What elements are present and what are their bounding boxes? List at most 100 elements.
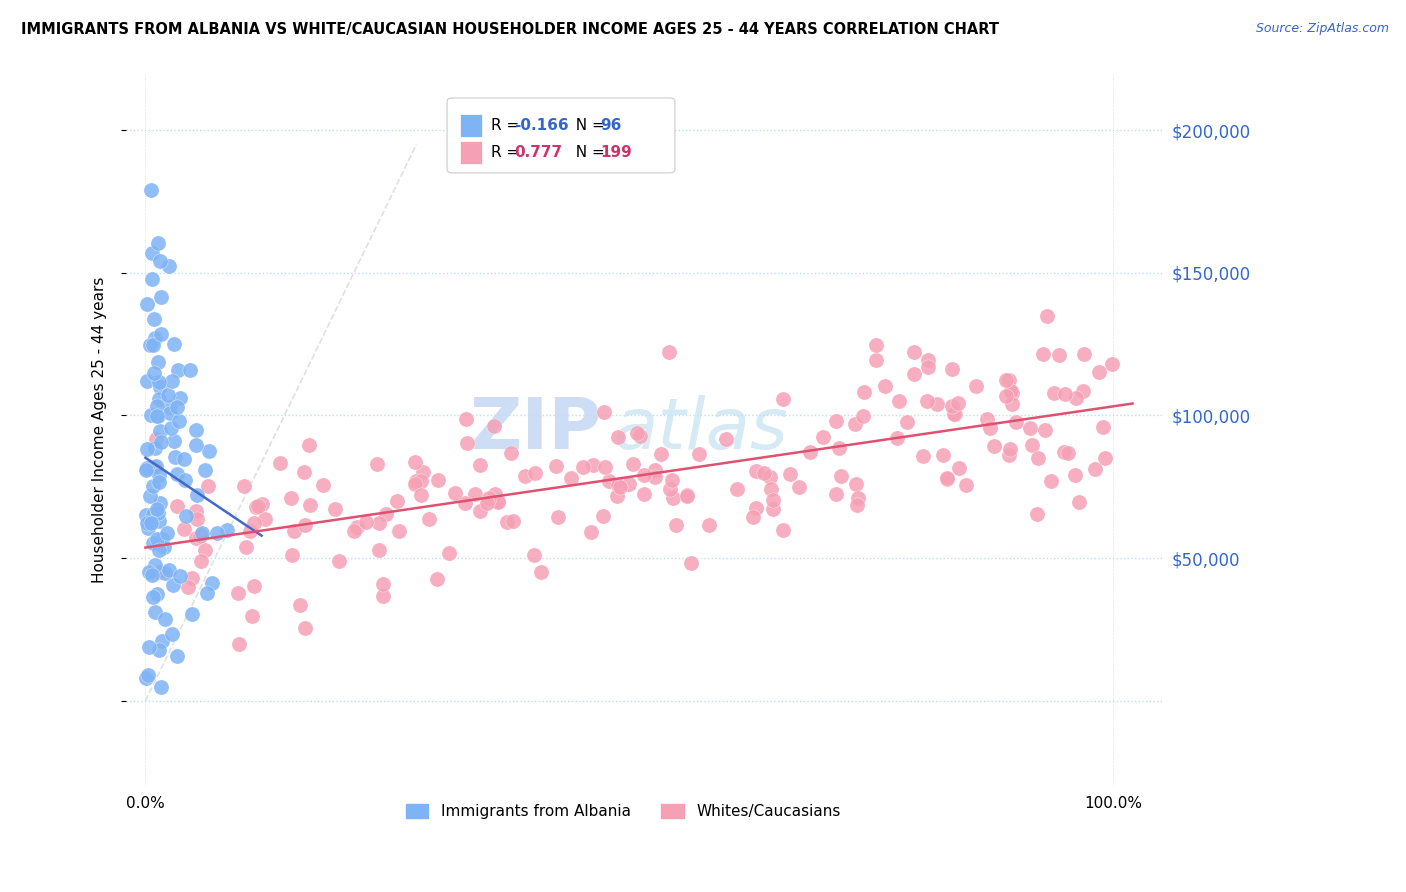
Point [846, 491, 869, 506]
Point [1000, 384, 1022, 398]
Point [373, 590, 395, 604]
Point [149, 496, 172, 510]
Point [976, 411, 998, 425]
Point [1101, 357, 1123, 371]
Point [593, 460, 616, 475]
Point [772, 523, 794, 537]
Point [136, 374, 159, 388]
Point [169, 391, 191, 405]
Point [607, 430, 630, 444]
Point [621, 457, 644, 471]
Point [173, 523, 195, 537]
Point [665, 518, 688, 533]
Point [454, 496, 477, 510]
Point [572, 460, 595, 475]
Point [759, 482, 782, 496]
Point [499, 445, 522, 459]
Point [529, 565, 551, 579]
Point [644, 462, 666, 476]
Point [368, 542, 391, 557]
Point [141, 568, 163, 582]
Point [145, 458, 167, 473]
Point [886, 431, 908, 445]
Point [941, 400, 963, 414]
Text: ZIP: ZIP [470, 395, 602, 464]
Point [142, 536, 165, 550]
Point [935, 471, 957, 485]
Point [607, 478, 630, 492]
Point [179, 363, 201, 377]
Point [150, 634, 173, 648]
Point [411, 474, 433, 488]
Point [1021, 437, 1043, 451]
Point [148, 354, 170, 368]
Point [1084, 461, 1107, 475]
Point [762, 493, 785, 508]
Point [156, 526, 179, 541]
Text: Source: ZipAtlas.com: Source: ZipAtlas.com [1256, 22, 1389, 36]
Point [186, 423, 208, 437]
Point [752, 466, 775, 480]
Point [716, 432, 738, 446]
Point [699, 518, 721, 533]
Point [148, 506, 170, 520]
Point [173, 473, 195, 487]
Bar [460, 114, 482, 137]
Point [661, 473, 683, 487]
Point [281, 549, 304, 563]
Point [148, 475, 170, 489]
Point [250, 496, 273, 510]
Point [1092, 420, 1115, 434]
Point [343, 524, 366, 539]
Point [180, 571, 202, 585]
Point [628, 429, 651, 443]
Point [157, 259, 180, 273]
Point [943, 408, 966, 422]
Point [1056, 446, 1078, 460]
Point [1028, 451, 1050, 466]
Point [935, 472, 957, 486]
Point [243, 516, 266, 531]
Point [948, 461, 970, 475]
Point [184, 531, 207, 545]
Point [626, 426, 648, 441]
Point [159, 406, 181, 420]
Point [138, 565, 160, 579]
Point [1064, 467, 1087, 482]
Point [375, 507, 398, 521]
Point [280, 491, 302, 506]
Point [142, 479, 165, 493]
Point [247, 500, 270, 514]
Point [215, 523, 238, 537]
Point [1042, 385, 1064, 400]
Legend: Immigrants from Albania, Whites/Caucasians: Immigrants from Albania, Whites/Caucasia… [399, 798, 846, 825]
Point [475, 496, 498, 510]
Point [228, 637, 250, 651]
Point [135, 508, 157, 523]
Point [825, 487, 848, 501]
Point [482, 419, 505, 434]
Point [253, 512, 276, 526]
Point [889, 394, 911, 409]
Point [245, 500, 267, 514]
Point [136, 297, 159, 311]
Point [903, 345, 925, 359]
Point [368, 516, 391, 530]
Point [139, 516, 162, 531]
Point [194, 463, 217, 477]
Point [515, 468, 537, 483]
Point [409, 488, 432, 502]
Point [1039, 474, 1062, 488]
Point [439, 546, 461, 560]
Point [201, 575, 224, 590]
Point [150, 327, 173, 342]
Point [1005, 415, 1028, 429]
Point [917, 353, 939, 368]
Point [633, 487, 655, 501]
Y-axis label: Householder Income Ages 25 - 44 years: Householder Income Ages 25 - 44 years [93, 277, 107, 582]
Point [198, 444, 221, 458]
Point [661, 491, 683, 506]
Point [598, 474, 620, 488]
Point [523, 466, 546, 480]
Text: atlas: atlas [613, 395, 787, 464]
